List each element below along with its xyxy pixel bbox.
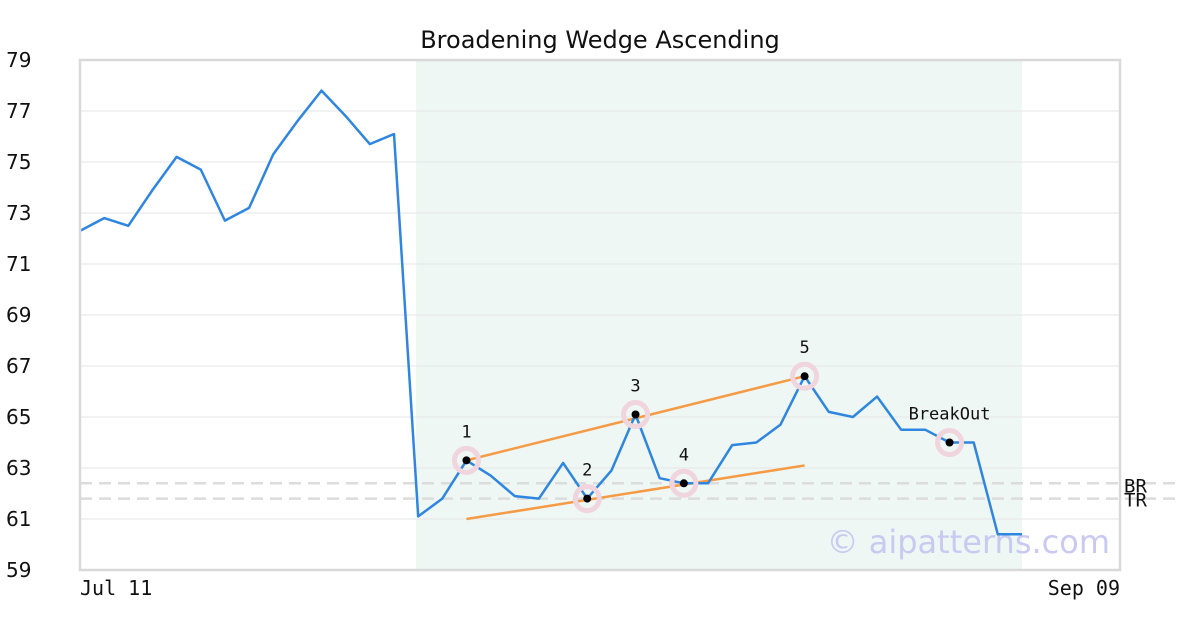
y-tick-label: 67 xyxy=(6,354,31,378)
pattern-points: 1 2 3 4 5 BreakOut xyxy=(451,338,991,514)
y-tick-label: 77 xyxy=(6,99,31,123)
pattern-point-label: 5 xyxy=(799,338,809,358)
price-series-line xyxy=(79,89,1022,536)
reference-line-label: TR xyxy=(1124,490,1147,512)
grid-lines xyxy=(80,110,1120,520)
y-tick-label: 75 xyxy=(6,150,31,174)
pattern-point-marker xyxy=(631,410,640,419)
trendline-lower xyxy=(466,464,805,521)
pattern-point-marker xyxy=(679,479,688,488)
pattern-point-label: 4 xyxy=(679,445,689,465)
pattern-point-marker xyxy=(945,438,954,447)
y-tick-label: 71 xyxy=(6,252,31,276)
pattern-point-marker xyxy=(800,372,809,381)
y-tick-label: 61 xyxy=(6,507,31,531)
y-tick-label: 79 xyxy=(6,48,31,72)
pattern-point-label: BreakOut xyxy=(909,405,991,425)
watermark: © aipatterns.com xyxy=(827,523,1110,561)
y-tick-label: 63 xyxy=(6,456,31,480)
pattern-point-ring xyxy=(451,445,481,475)
pattern-point-ring xyxy=(790,361,820,391)
x-tick-end: Sep 09 xyxy=(1048,576,1120,600)
y-tick-label: 69 xyxy=(6,303,31,327)
reference-line-label: BR xyxy=(1124,475,1147,497)
pattern-point-ring xyxy=(669,468,699,498)
y-tick-label: 73 xyxy=(6,201,31,225)
x-tick-start: Jul 11 xyxy=(80,576,152,600)
pattern-point-marker xyxy=(583,494,592,503)
pattern-point-label: 1 xyxy=(461,422,471,442)
plot-frame xyxy=(78,58,1122,572)
pattern-point-ring xyxy=(621,399,651,429)
pattern-point-ring xyxy=(572,484,602,514)
chart-title: Broadening Wedge Ascending xyxy=(420,26,780,54)
pattern-point-label: 3 xyxy=(630,376,640,396)
pattern-point-label: 2 xyxy=(582,461,592,481)
y-tick-label: 65 xyxy=(6,405,31,429)
pattern-point-ring xyxy=(935,428,965,457)
pattern-point-marker xyxy=(462,456,471,465)
y-axis-ticks: 59 61 63 65 67 69 71 73 75 77 79 xyxy=(6,48,31,582)
y-tick-label: 59 xyxy=(6,558,31,582)
